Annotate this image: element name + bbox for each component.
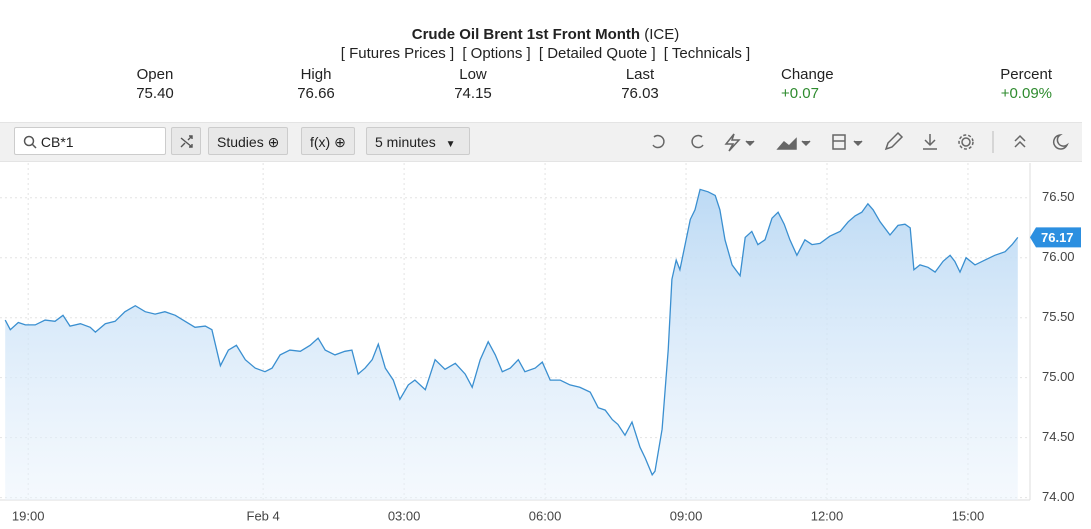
x-tick-label: 03:00 <box>388 508 421 523</box>
compare-button[interactable] <box>171 127 201 155</box>
y-tick-label: 75.50 <box>1042 309 1075 324</box>
stat-value: 75.40 <box>136 85 174 102</box>
redo-icon[interactable] <box>691 134 704 149</box>
stat-label: High <box>300 66 332 83</box>
settings-icon[interactable] <box>961 137 971 147</box>
stat: Last 76.03 <box>580 65 700 103</box>
draw-icon[interactable] <box>884 131 904 151</box>
price-line <box>4 188 1019 477</box>
fx-label: f(x) <box>310 134 331 150</box>
last-price-badge <box>1030 227 1081 248</box>
download-icon[interactable] <box>923 134 937 150</box>
theme-icon[interactable] <box>1052 133 1069 150</box>
studies-button[interactable]: Studies ⊕ <box>208 127 289 155</box>
shuffle-icon <box>180 135 193 148</box>
undo-icon[interactable] <box>652 134 665 149</box>
links: [ Futures Prices ] [ Options ] [ Detaile… <box>0 45 1091 62</box>
link[interactable]: [ Futures Prices ] <box>340 45 455 62</box>
layout-icon[interactable] <box>832 134 846 150</box>
stat: Change +0.07 <box>781 65 901 103</box>
interval-label: 5 minutes <box>375 134 436 150</box>
y-tick-label: 75.00 <box>1042 369 1075 384</box>
stat: Percent +0.09% <box>932 65 1052 103</box>
stat-value: 76.03 <box>621 85 659 102</box>
link[interactable]: [ Options ] <box>462 45 531 62</box>
exchange: (ICE) <box>644 26 680 43</box>
events-icon[interactable] <box>724 133 741 152</box>
y-tick-label: 76.00 <box>1042 249 1075 264</box>
studies-label: Studies <box>217 134 264 150</box>
instrument-name: Crude Oil Brent 1st Front Month <box>411 26 641 43</box>
stat-value: +0.07 <box>781 85 819 102</box>
chart-type-icon[interactable] <box>776 137 797 150</box>
area <box>5 189 1018 500</box>
stat: Open 75.40 <box>95 65 215 103</box>
link[interactable]: [ Technicals ] <box>663 45 751 62</box>
stat-label: Open <box>136 66 174 83</box>
x-tick-label: 19:00 <box>12 508 45 523</box>
title: Crude Oil Brent 1st Front Month (ICE) <box>0 26 1091 43</box>
toolbar: CB*1 Studies ⊕ f(x) ⊕ 5 minutes ▼ <box>0 122 1082 162</box>
symbol: CB*1 <box>40 134 74 150</box>
stat-value: 74.15 <box>454 85 492 102</box>
toolbar-icons <box>652 131 1069 153</box>
y-tick-label: 76.50 <box>1042 189 1075 204</box>
x-tick-label: Feb 4 <box>247 508 280 523</box>
fx-button[interactable]: f(x) ⊕ <box>301 127 355 155</box>
y-tick-label: 74.00 <box>1042 489 1075 504</box>
x-tick-label: 12:00 <box>811 508 844 523</box>
x-tick-label: 06:00 <box>529 508 562 523</box>
collapse-icon[interactable] <box>1014 134 1026 148</box>
stat-value: 76.66 <box>297 85 335 102</box>
stat-label: Last <box>625 66 655 83</box>
y-tick-label: 74.50 <box>1042 429 1075 444</box>
x-tick-label: 15:00 <box>952 508 985 523</box>
stat-value: +0.09% <box>1000 85 1052 102</box>
stat: Low 74.15 <box>413 65 533 103</box>
stat-label: Percent <box>1000 66 1052 83</box>
link[interactable]: [ Detailed Quote ] <box>538 45 656 62</box>
last-price-label: 76.17 <box>1041 230 1074 245</box>
stat-label: Low <box>459 66 487 83</box>
interval-select[interactable]: 5 minutes ▼ <box>366 127 470 155</box>
symbol-input[interactable]: CB*1 <box>14 127 166 155</box>
search-icon <box>23 135 37 149</box>
stat: High 76.66 <box>256 65 376 103</box>
stat-label: Change <box>781 66 834 83</box>
x-tick-label: 09:00 <box>670 508 703 523</box>
